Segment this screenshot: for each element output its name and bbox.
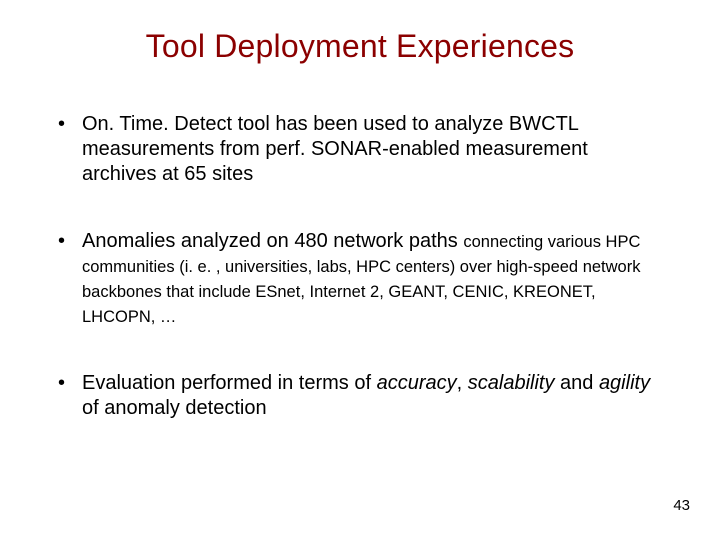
bullet-part: of anomaly detection: [82, 397, 267, 419]
slide: Tool Deployment Experiences On. Time. De…: [0, 0, 720, 540]
bullet-item: On. Time. Detect tool has been used to a…: [54, 112, 666, 187]
bullet-lead: Anomalies analyzed on 480 network paths: [82, 230, 463, 252]
bullet-item: Anomalies analyzed on 480 network paths …: [54, 229, 666, 329]
bullet-item: Evaluation performed in terms of accurac…: [54, 371, 666, 421]
bullet-em: agility: [599, 372, 650, 394]
bullet-text: On. Time. Detect tool has been used to a…: [82, 113, 588, 185]
bullet-part: ,: [457, 372, 468, 394]
bullet-em: scalability: [468, 372, 555, 394]
slide-body: On. Time. Detect tool has been used to a…: [54, 112, 666, 463]
bullet-list: On. Time. Detect tool has been used to a…: [54, 112, 666, 421]
slide-title: Tool Deployment Experiences: [0, 28, 720, 65]
bullet-em: accuracy: [377, 372, 457, 394]
bullet-part: Evaluation performed in terms of: [82, 372, 377, 394]
page-number: 43: [673, 497, 690, 514]
bullet-part: and: [554, 372, 598, 394]
